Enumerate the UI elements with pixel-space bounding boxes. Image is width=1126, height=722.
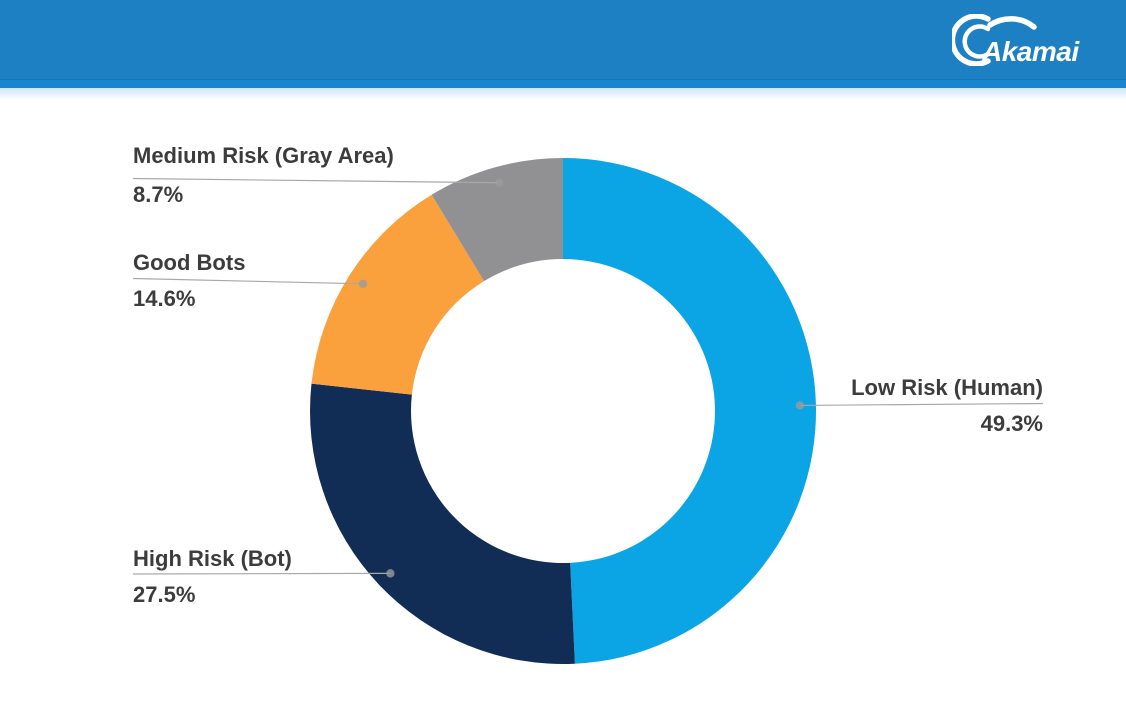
- leader-line-low-risk-human: [799, 402, 1044, 407]
- slice-percentage: 49.3%: [980, 411, 1043, 436]
- slice-label: Medium Risk (Gray Area): [133, 143, 394, 168]
- header-glow: [0, 88, 1126, 100]
- donut-slice-medium-risk-gray-area[interactable]: [431, 158, 563, 282]
- leader-line-good-bots: [132, 277, 364, 285]
- leader-dot-high-risk-bot: [386, 569, 395, 578]
- leader-line-high-risk-bot: [132, 572, 391, 575]
- slice-callout-medium-risk: Medium Risk (Gray Area) 8.7%: [133, 142, 394, 208]
- slice-label: Good Bots: [133, 250, 246, 275]
- slice-callout-good-bots: Good Bots 14.6%: [133, 249, 245, 312]
- leader-line-medium-risk-gray-area: [132, 177, 500, 184]
- akamai-logo-text: Akamai: [982, 36, 1079, 67]
- leader-dot-good-bots: [358, 279, 368, 289]
- akamai-logo: Akamai: [952, 14, 1084, 66]
- slice-callout-low-risk: Low Risk (Human) 49.3%: [851, 374, 1043, 437]
- slice-label: Low Risk (Human): [851, 375, 1043, 400]
- akamai-wave-icon: [952, 14, 1037, 66]
- header-accent-strip: [0, 79, 1126, 88]
- leader-dot-medium-risk-gray-area: [494, 178, 504, 187]
- slice-percentage: 14.6%: [133, 286, 196, 311]
- leader-dot-low-risk-human: [795, 401, 805, 410]
- slice-percentage: 8.7%: [133, 182, 184, 207]
- slice-percentage: 27.5%: [133, 582, 196, 607]
- app-header: Akamai: [0, 0, 1126, 88]
- slice-callout-high-risk: High Risk (Bot) 27.5%: [133, 545, 292, 608]
- donut-slice-good-bots[interactable]: [311, 194, 485, 395]
- slice-label: High Risk (Bot): [133, 546, 292, 571]
- donut-slice-high-risk-bot[interactable]: [310, 383, 575, 665]
- donut-slice-low-risk-human[interactable]: [563, 158, 817, 664]
